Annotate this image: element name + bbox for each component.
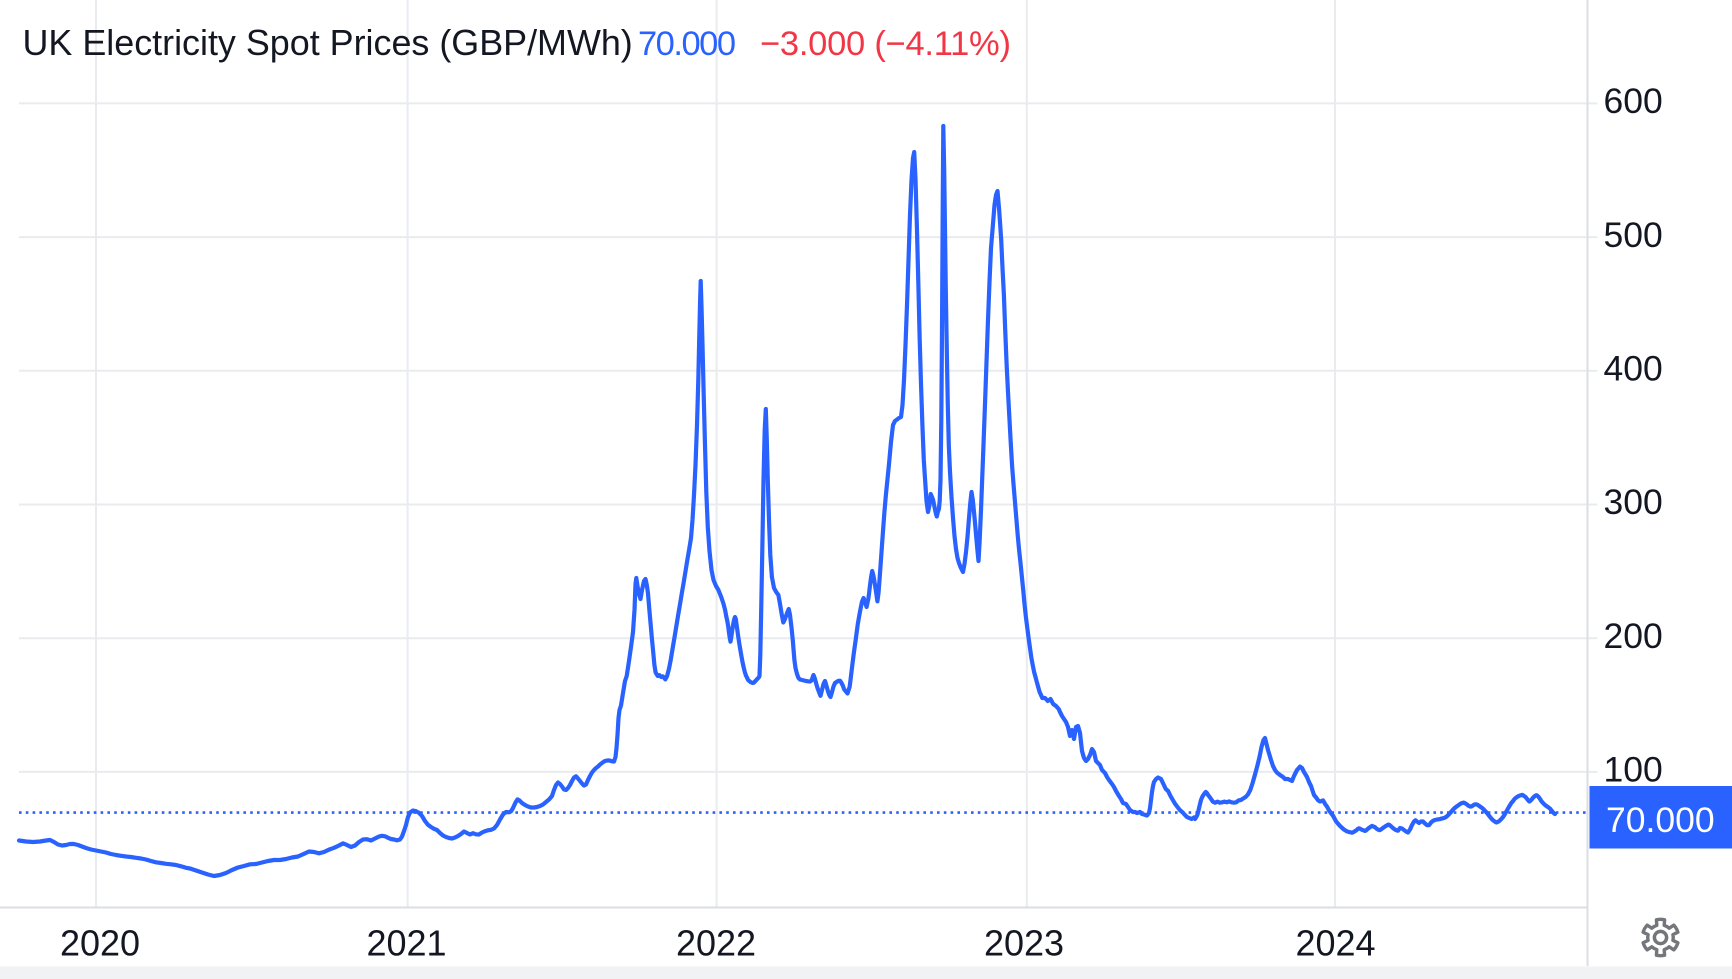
svg-text:500: 500: [1604, 215, 1663, 255]
svg-text:2021: 2021: [366, 923, 446, 964]
svg-text:2020: 2020: [60, 923, 140, 964]
svg-text:70.000: 70.000: [638, 25, 735, 63]
svg-text:70.000: 70.000: [1606, 800, 1715, 840]
svg-text:100: 100: [1604, 750, 1663, 790]
svg-text:600: 600: [1604, 81, 1663, 121]
svg-text:200: 200: [1604, 616, 1663, 656]
svg-text:2022: 2022: [676, 923, 756, 964]
svg-text:−3.000 (−4.11%): −3.000 (−4.11%): [760, 25, 1011, 63]
svg-text:300: 300: [1604, 482, 1663, 522]
svg-text:2023: 2023: [984, 923, 1064, 964]
svg-text:2024: 2024: [1295, 923, 1375, 964]
svg-text:400: 400: [1604, 349, 1663, 389]
svg-text:UK Electricity Spot Prices (GB: UK Electricity Spot Prices (GBP/MWh): [23, 23, 633, 63]
